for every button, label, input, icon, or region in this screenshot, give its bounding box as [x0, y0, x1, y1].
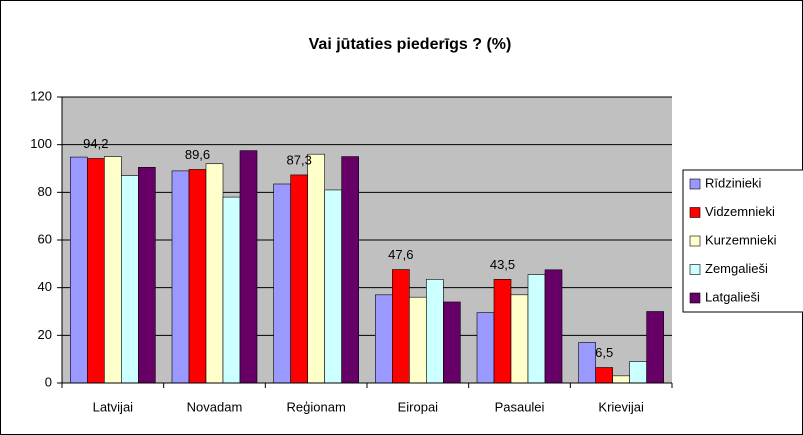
x-tick-label: Novadam [187, 399, 243, 414]
legend-swatch [689, 264, 701, 275]
bar [273, 183, 291, 384]
y-tick-label: 80 [38, 184, 52, 199]
x-tick-label: Eiropai [398, 399, 439, 414]
bar [188, 169, 207, 384]
bar [443, 301, 461, 384]
legend-label: Kurzemnieki [705, 232, 777, 247]
bar [205, 163, 224, 384]
legend-label: Rīdzinieki [705, 175, 761, 190]
bar [595, 367, 613, 384]
y-tick-label: 40 [38, 279, 52, 294]
bar [646, 311, 664, 384]
legend-box [682, 169, 803, 313]
data-label: 94,2 [83, 136, 108, 151]
legend-label: Latgalieši [705, 289, 760, 304]
bar [171, 170, 190, 384]
chart-title: Vai jūtaties piederīgs ? (%) [309, 36, 512, 53]
bar [527, 274, 546, 384]
legend-label: Zemgalieši [705, 261, 768, 276]
bar [409, 296, 427, 384]
y-tick-label: 120 [30, 88, 52, 103]
legend-swatch [689, 207, 701, 218]
data-label: 89,6 [185, 147, 210, 162]
bar [426, 279, 444, 384]
bar [324, 189, 342, 384]
x-tick-label: Reģionam [287, 399, 346, 414]
bar [392, 269, 410, 384]
legend-swatch [689, 235, 701, 247]
bar [544, 269, 563, 384]
bar [87, 158, 105, 384]
legend-label: Vidzemnieki [705, 204, 775, 219]
bar [290, 174, 308, 384]
data-label: 47,6 [388, 247, 413, 262]
y-tick-label: 20 [38, 327, 52, 342]
bar [612, 375, 630, 384]
bar [307, 153, 325, 384]
bar [375, 294, 393, 384]
x-tick-label: Krievijai [598, 399, 644, 414]
bar [629, 361, 647, 384]
legend-swatch [689, 292, 701, 304]
bar [70, 156, 88, 384]
data-label: 6,5 [595, 345, 613, 360]
data-label: 87,3 [287, 152, 312, 167]
x-tick-label: Pasaulei [495, 399, 545, 414]
bar [493, 279, 512, 384]
bar [121, 175, 139, 384]
x-tick-label: Latvijai [93, 399, 134, 414]
bar [104, 156, 122, 384]
bar [138, 167, 156, 384]
bar [510, 294, 529, 384]
bar [239, 150, 258, 384]
y-tick-label: 100 [30, 136, 52, 151]
y-tick-label: 60 [38, 231, 52, 246]
bar [578, 342, 596, 384]
y-tick-label: 0 [45, 374, 52, 389]
bar [476, 312, 495, 384]
data-label: 43,5 [490, 257, 515, 272]
legend-swatch [689, 178, 701, 190]
bar [222, 196, 241, 384]
bar [341, 156, 359, 384]
